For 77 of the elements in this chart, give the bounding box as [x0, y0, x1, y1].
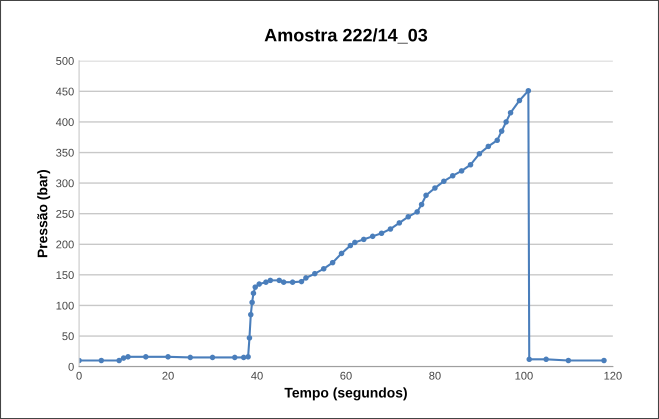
point	[476, 150, 482, 157]
point	[120, 355, 126, 361]
y-tick-label: 350	[56, 148, 74, 157]
y-tick-label: 250	[56, 210, 74, 218]
y-tick-label: 300	[56, 179, 74, 188]
point	[360, 236, 367, 242]
point	[330, 260, 336, 266]
point	[249, 300, 255, 306]
point	[188, 354, 194, 360]
point	[125, 354, 131, 360]
point	[256, 281, 262, 287]
x-tick-label: 0	[76, 372, 82, 380]
point	[418, 202, 424, 208]
point	[246, 335, 252, 341]
point	[601, 358, 607, 364]
point	[414, 209, 420, 215]
point	[240, 354, 246, 360]
point	[276, 278, 282, 284]
point	[210, 354, 216, 360]
y-tick-label: 150	[56, 271, 74, 279]
point	[526, 356, 532, 362]
y-tick-label: 50	[62, 332, 74, 340]
point	[298, 278, 304, 284]
point	[248, 312, 254, 318]
point	[486, 144, 492, 150]
point	[405, 214, 412, 220]
y-tick-label: 450	[56, 88, 74, 96]
point	[312, 270, 318, 276]
point	[268, 278, 274, 284]
point	[143, 354, 149, 360]
x-tick-label: 80	[429, 372, 441, 380]
x-tick-label: 60	[340, 372, 352, 380]
point	[468, 162, 474, 168]
point	[543, 356, 549, 362]
y-axis-title: Pressão (bar)	[37, 170, 50, 258]
point	[263, 279, 269, 285]
point	[458, 168, 464, 174]
point	[494, 138, 500, 144]
y-tick-label: 200	[56, 240, 74, 248]
x-tick-label: 100	[515, 372, 533, 380]
point	[508, 110, 514, 116]
point	[516, 98, 522, 104]
point	[378, 230, 384, 236]
point	[432, 185, 438, 191]
point	[441, 178, 447, 184]
point	[388, 226, 394, 232]
point	[252, 284, 258, 290]
point	[348, 242, 354, 248]
point	[98, 358, 104, 364]
point	[245, 354, 251, 360]
point	[116, 358, 122, 364]
chart-title: Amostra 222/14_03	[264, 28, 428, 44]
point	[503, 119, 509, 125]
y-tick-label: 100	[56, 302, 74, 310]
x-axis-title: Tempo (segundos)	[284, 387, 407, 400]
point	[320, 266, 327, 272]
point	[566, 358, 572, 364]
point	[396, 220, 402, 226]
point	[290, 279, 296, 285]
point	[250, 290, 256, 296]
point	[280, 279, 286, 285]
point	[450, 172, 456, 179]
x-tick-label: 40	[251, 372, 263, 380]
x-tick-label: 120	[604, 372, 622, 380]
y-tick-label: 400	[56, 118, 74, 126]
point	[370, 234, 376, 240]
point	[338, 250, 344, 256]
point	[352, 240, 358, 246]
y-tick-label: 500	[56, 57, 74, 65]
point	[526, 88, 532, 94]
point	[303, 275, 309, 281]
point	[232, 354, 238, 360]
point	[165, 354, 171, 360]
point	[498, 128, 504, 134]
x-tick-label: 20	[162, 372, 174, 380]
y-tick-label: 0	[68, 362, 74, 371]
point	[423, 192, 429, 198]
